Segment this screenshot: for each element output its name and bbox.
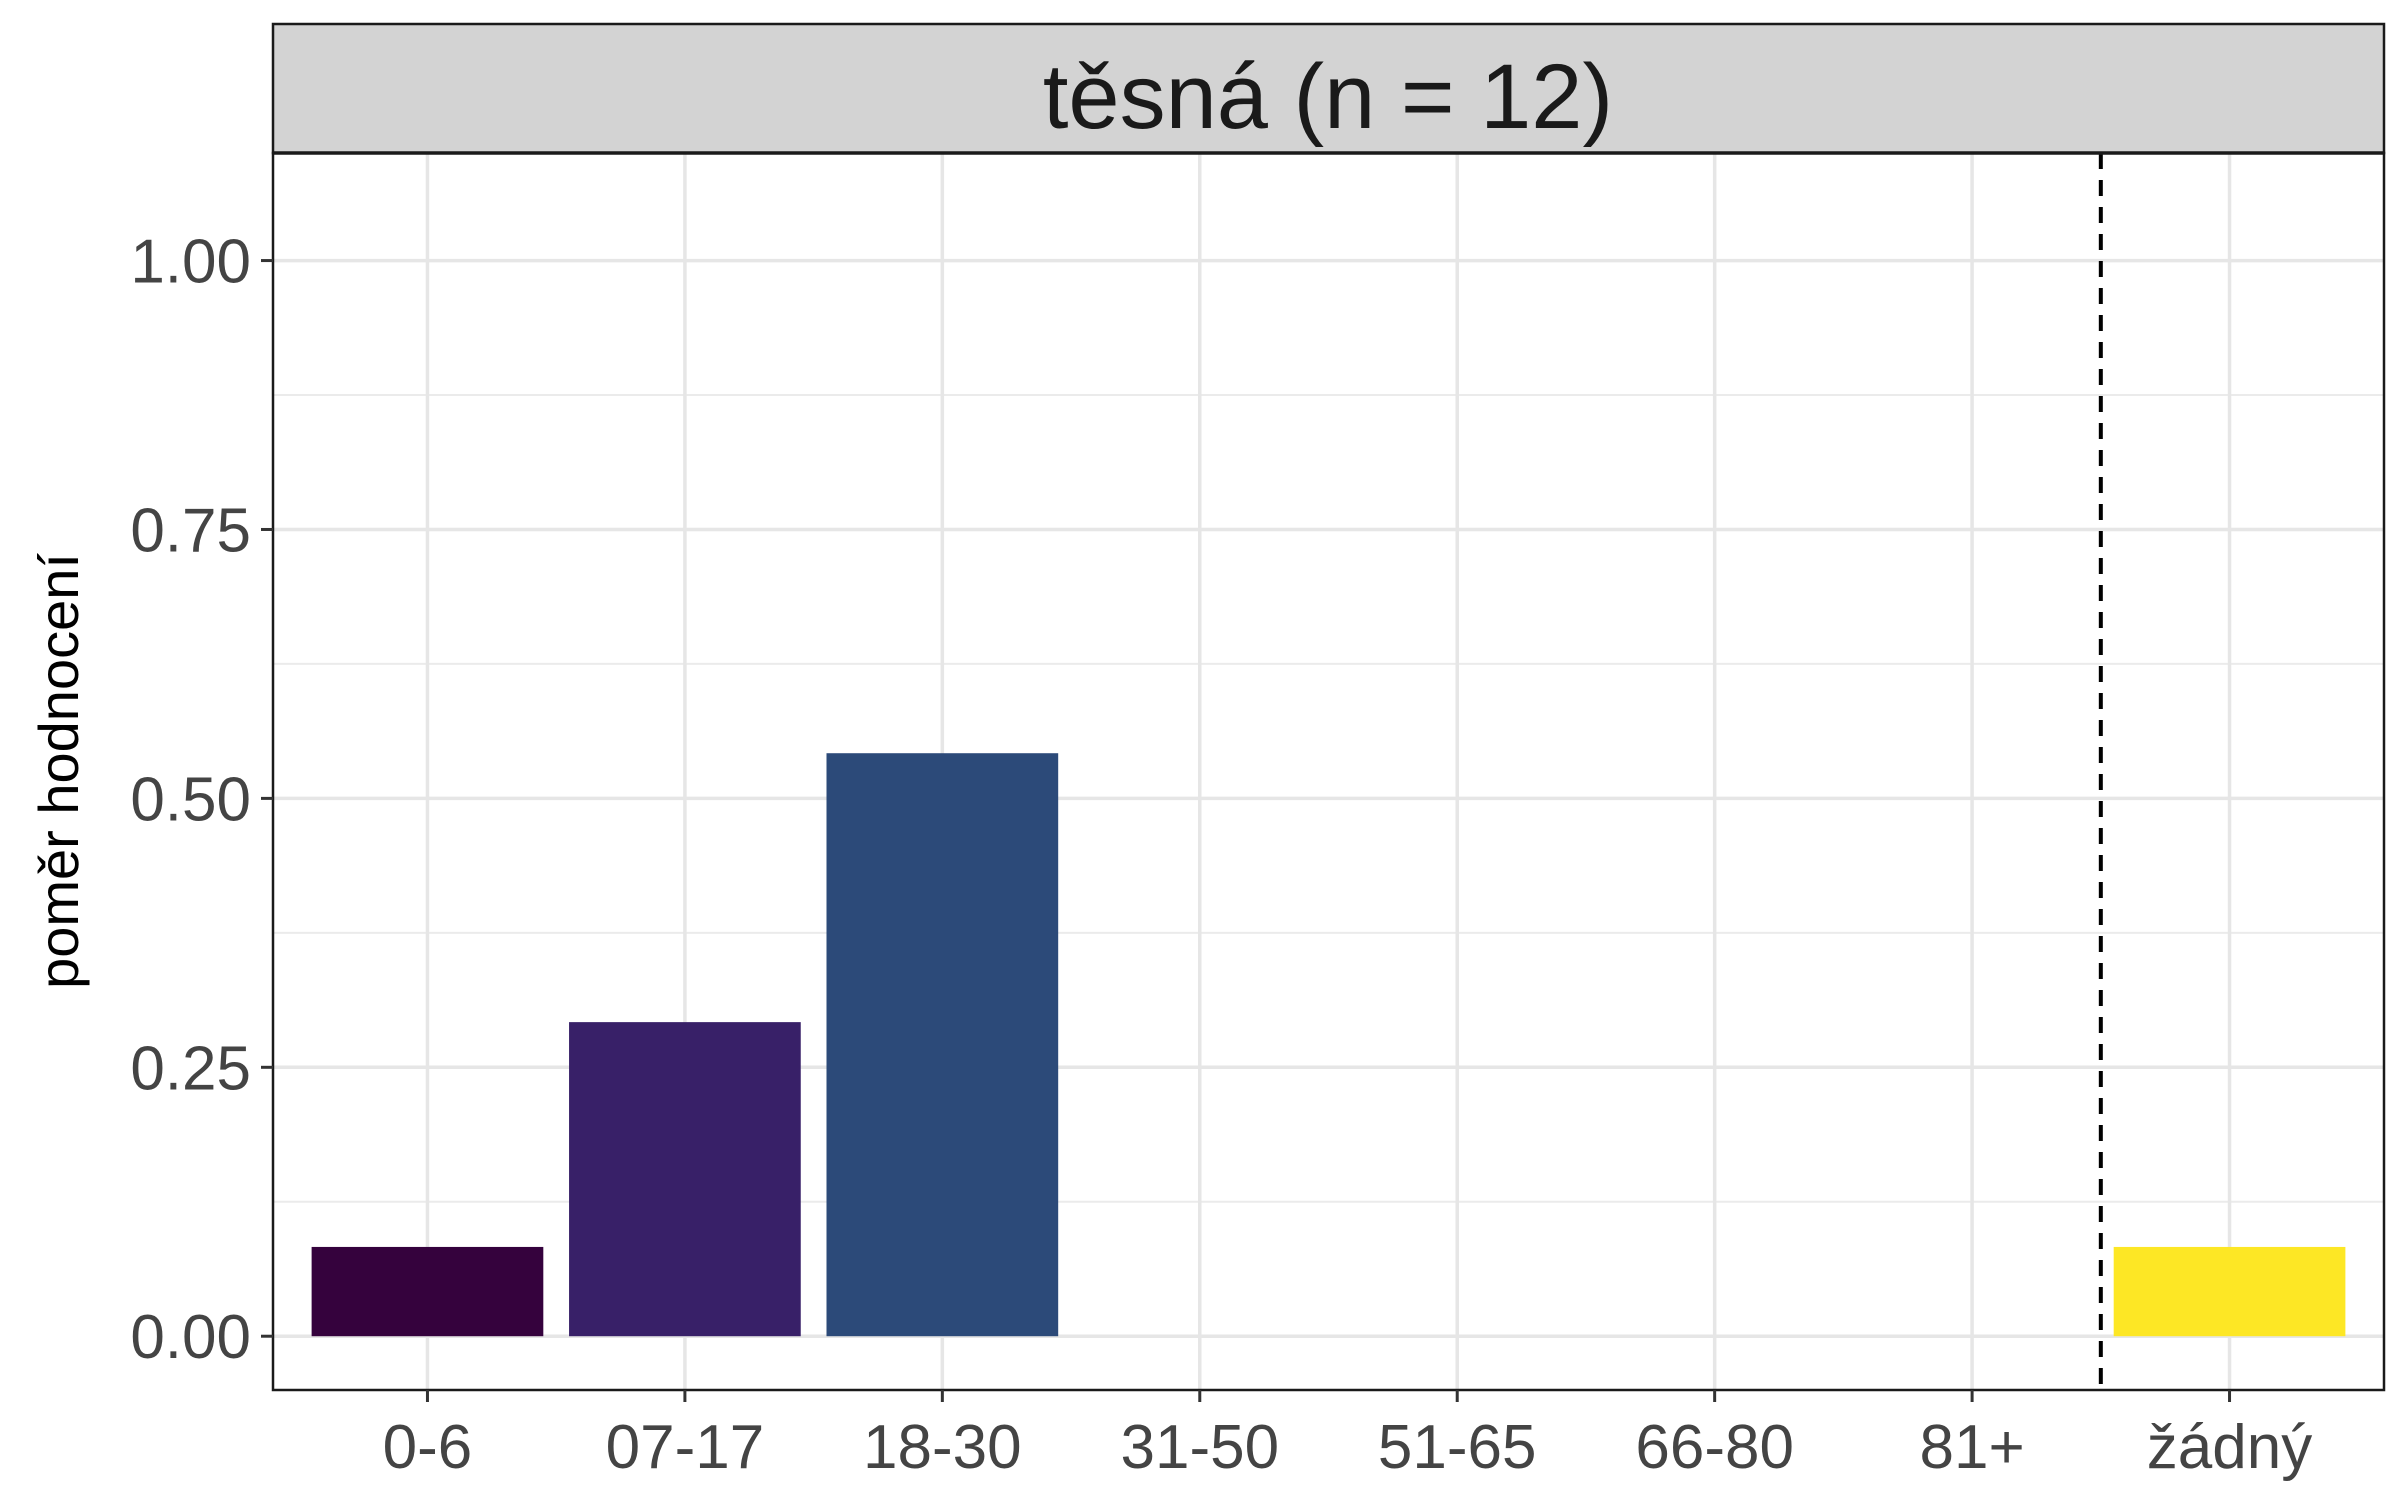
x-axis: 0-6 07-17 18-30 31-50 51-65 66-80 81+ žádný bbox=[383, 1390, 2312, 1482]
bar bbox=[2113, 1246, 2346, 1337]
x-tick-label: 18-30 bbox=[863, 1413, 1022, 1482]
x-tick-label: žádný bbox=[2147, 1413, 2312, 1482]
x-tick-label: 81+ bbox=[1920, 1413, 2025, 1482]
x-tick-label: 51-65 bbox=[1378, 1413, 1537, 1482]
plot-border bbox=[271, 151, 2386, 1392]
y-axis-title: poměr hodnocení bbox=[27, 553, 90, 989]
x-tick-label: 07-17 bbox=[606, 1413, 765, 1482]
y-tick-label: 0.75 bbox=[130, 496, 251, 565]
y-tick-label: 0.00 bbox=[130, 1303, 251, 1372]
y-tick-label: 1.00 bbox=[130, 228, 251, 297]
y-tick-label: 0.25 bbox=[130, 1034, 251, 1103]
bars bbox=[311, 753, 2346, 1337]
x-tick-label: 31-50 bbox=[1120, 1413, 1279, 1482]
y-tick-label: 0.50 bbox=[130, 765, 251, 834]
x-tick-label: 0-6 bbox=[383, 1413, 473, 1482]
bar bbox=[311, 1246, 544, 1337]
x-tick-label: 66-80 bbox=[1635, 1413, 1794, 1482]
y-axis: 0.00 0.25 0.50 0.75 1.00 bbox=[130, 228, 273, 1372]
strip-title: těsná (n = 12) bbox=[1043, 46, 1613, 148]
bar bbox=[569, 1022, 801, 1337]
bar bbox=[826, 753, 1059, 1337]
